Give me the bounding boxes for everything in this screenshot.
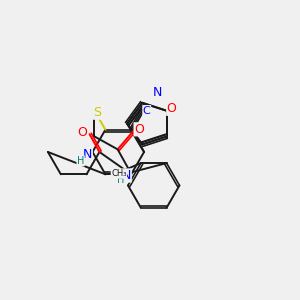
Text: O: O [78, 126, 88, 139]
Text: O: O [167, 102, 177, 115]
Text: N: N [122, 169, 131, 182]
Text: N: N [83, 148, 92, 161]
Text: N: N [152, 86, 162, 99]
Text: H: H [117, 176, 124, 185]
Text: S: S [93, 106, 101, 119]
Text: H: H [77, 156, 84, 166]
Text: C: C [143, 106, 151, 116]
Text: CH₃: CH₃ [111, 169, 127, 178]
Text: O: O [134, 123, 144, 136]
